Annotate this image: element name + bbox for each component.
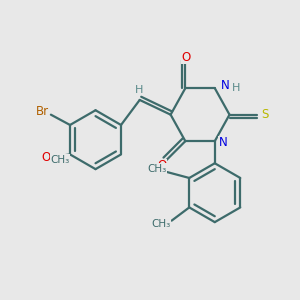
Text: CH₃: CH₃ xyxy=(50,155,69,165)
Text: O: O xyxy=(157,159,167,172)
Text: Br: Br xyxy=(35,105,49,118)
Text: N: N xyxy=(219,136,227,149)
Text: O: O xyxy=(181,51,190,64)
Text: H: H xyxy=(135,85,143,94)
Text: H: H xyxy=(232,82,240,93)
Text: S: S xyxy=(261,108,268,121)
Text: CH₃: CH₃ xyxy=(147,164,167,173)
Text: O: O xyxy=(41,151,50,164)
Text: N: N xyxy=(221,79,230,92)
Text: CH₃: CH₃ xyxy=(152,219,171,229)
